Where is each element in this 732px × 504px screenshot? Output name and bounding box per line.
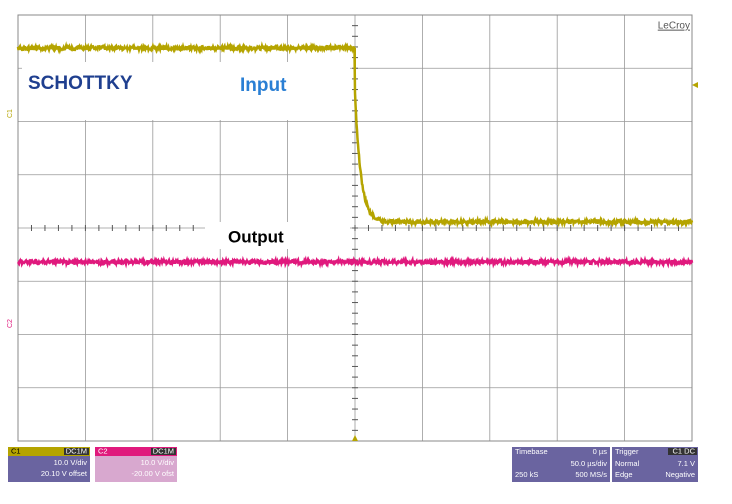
trigger-title: Trigger xyxy=(615,447,639,456)
trigger-source: C1 DC xyxy=(672,446,695,455)
output-label: Output xyxy=(228,227,284,246)
c1-box: C1 DC1M 10.0 V/div 20.10 V offset xyxy=(8,446,90,482)
c1-name: C1 xyxy=(11,446,21,455)
trigger-slope: Negative xyxy=(665,470,695,479)
timebase-samples: 250 kS xyxy=(515,470,538,479)
trigger-type: Edge xyxy=(615,470,633,479)
c1-scale: 10.0 V/div xyxy=(54,458,88,467)
c2-box: C2 DC1M 10.0 V/div -20.00 V ofst xyxy=(95,446,177,482)
c2-scale: 10.0 V/div xyxy=(141,458,175,467)
timebase-delay: 0 µs xyxy=(593,447,608,456)
c2-offset: -20.00 V ofst xyxy=(131,469,174,478)
title-label: SCHOTTKY xyxy=(28,73,133,94)
trigger-mode: Normal xyxy=(615,459,640,468)
brand: LeCroy xyxy=(658,21,690,32)
timebase-rate: 500 MS/s xyxy=(575,470,607,479)
timebase-box: Timebase 0 µs 50.0 µs/div 250 kS 500 MS/… xyxy=(512,447,610,482)
c2-name: C2 xyxy=(98,446,108,455)
c1-offset: 20.10 V offset xyxy=(41,469,88,478)
c2-coupling: DC1M xyxy=(153,446,174,455)
c2-marker: C2 xyxy=(7,319,14,328)
c1-marker: C1 xyxy=(7,109,14,118)
trigger-level: 7.1 V xyxy=(677,459,695,468)
c2-trace xyxy=(18,260,692,264)
c1-coupling: DC1M xyxy=(66,446,87,455)
trigger-box: Trigger C1 DC Normal 7.1 V Edge Negative xyxy=(612,446,698,482)
timebase-scale: 50.0 µs/div xyxy=(571,459,608,468)
input-label: Input xyxy=(240,75,287,96)
timebase-title: Timebase xyxy=(515,447,548,456)
